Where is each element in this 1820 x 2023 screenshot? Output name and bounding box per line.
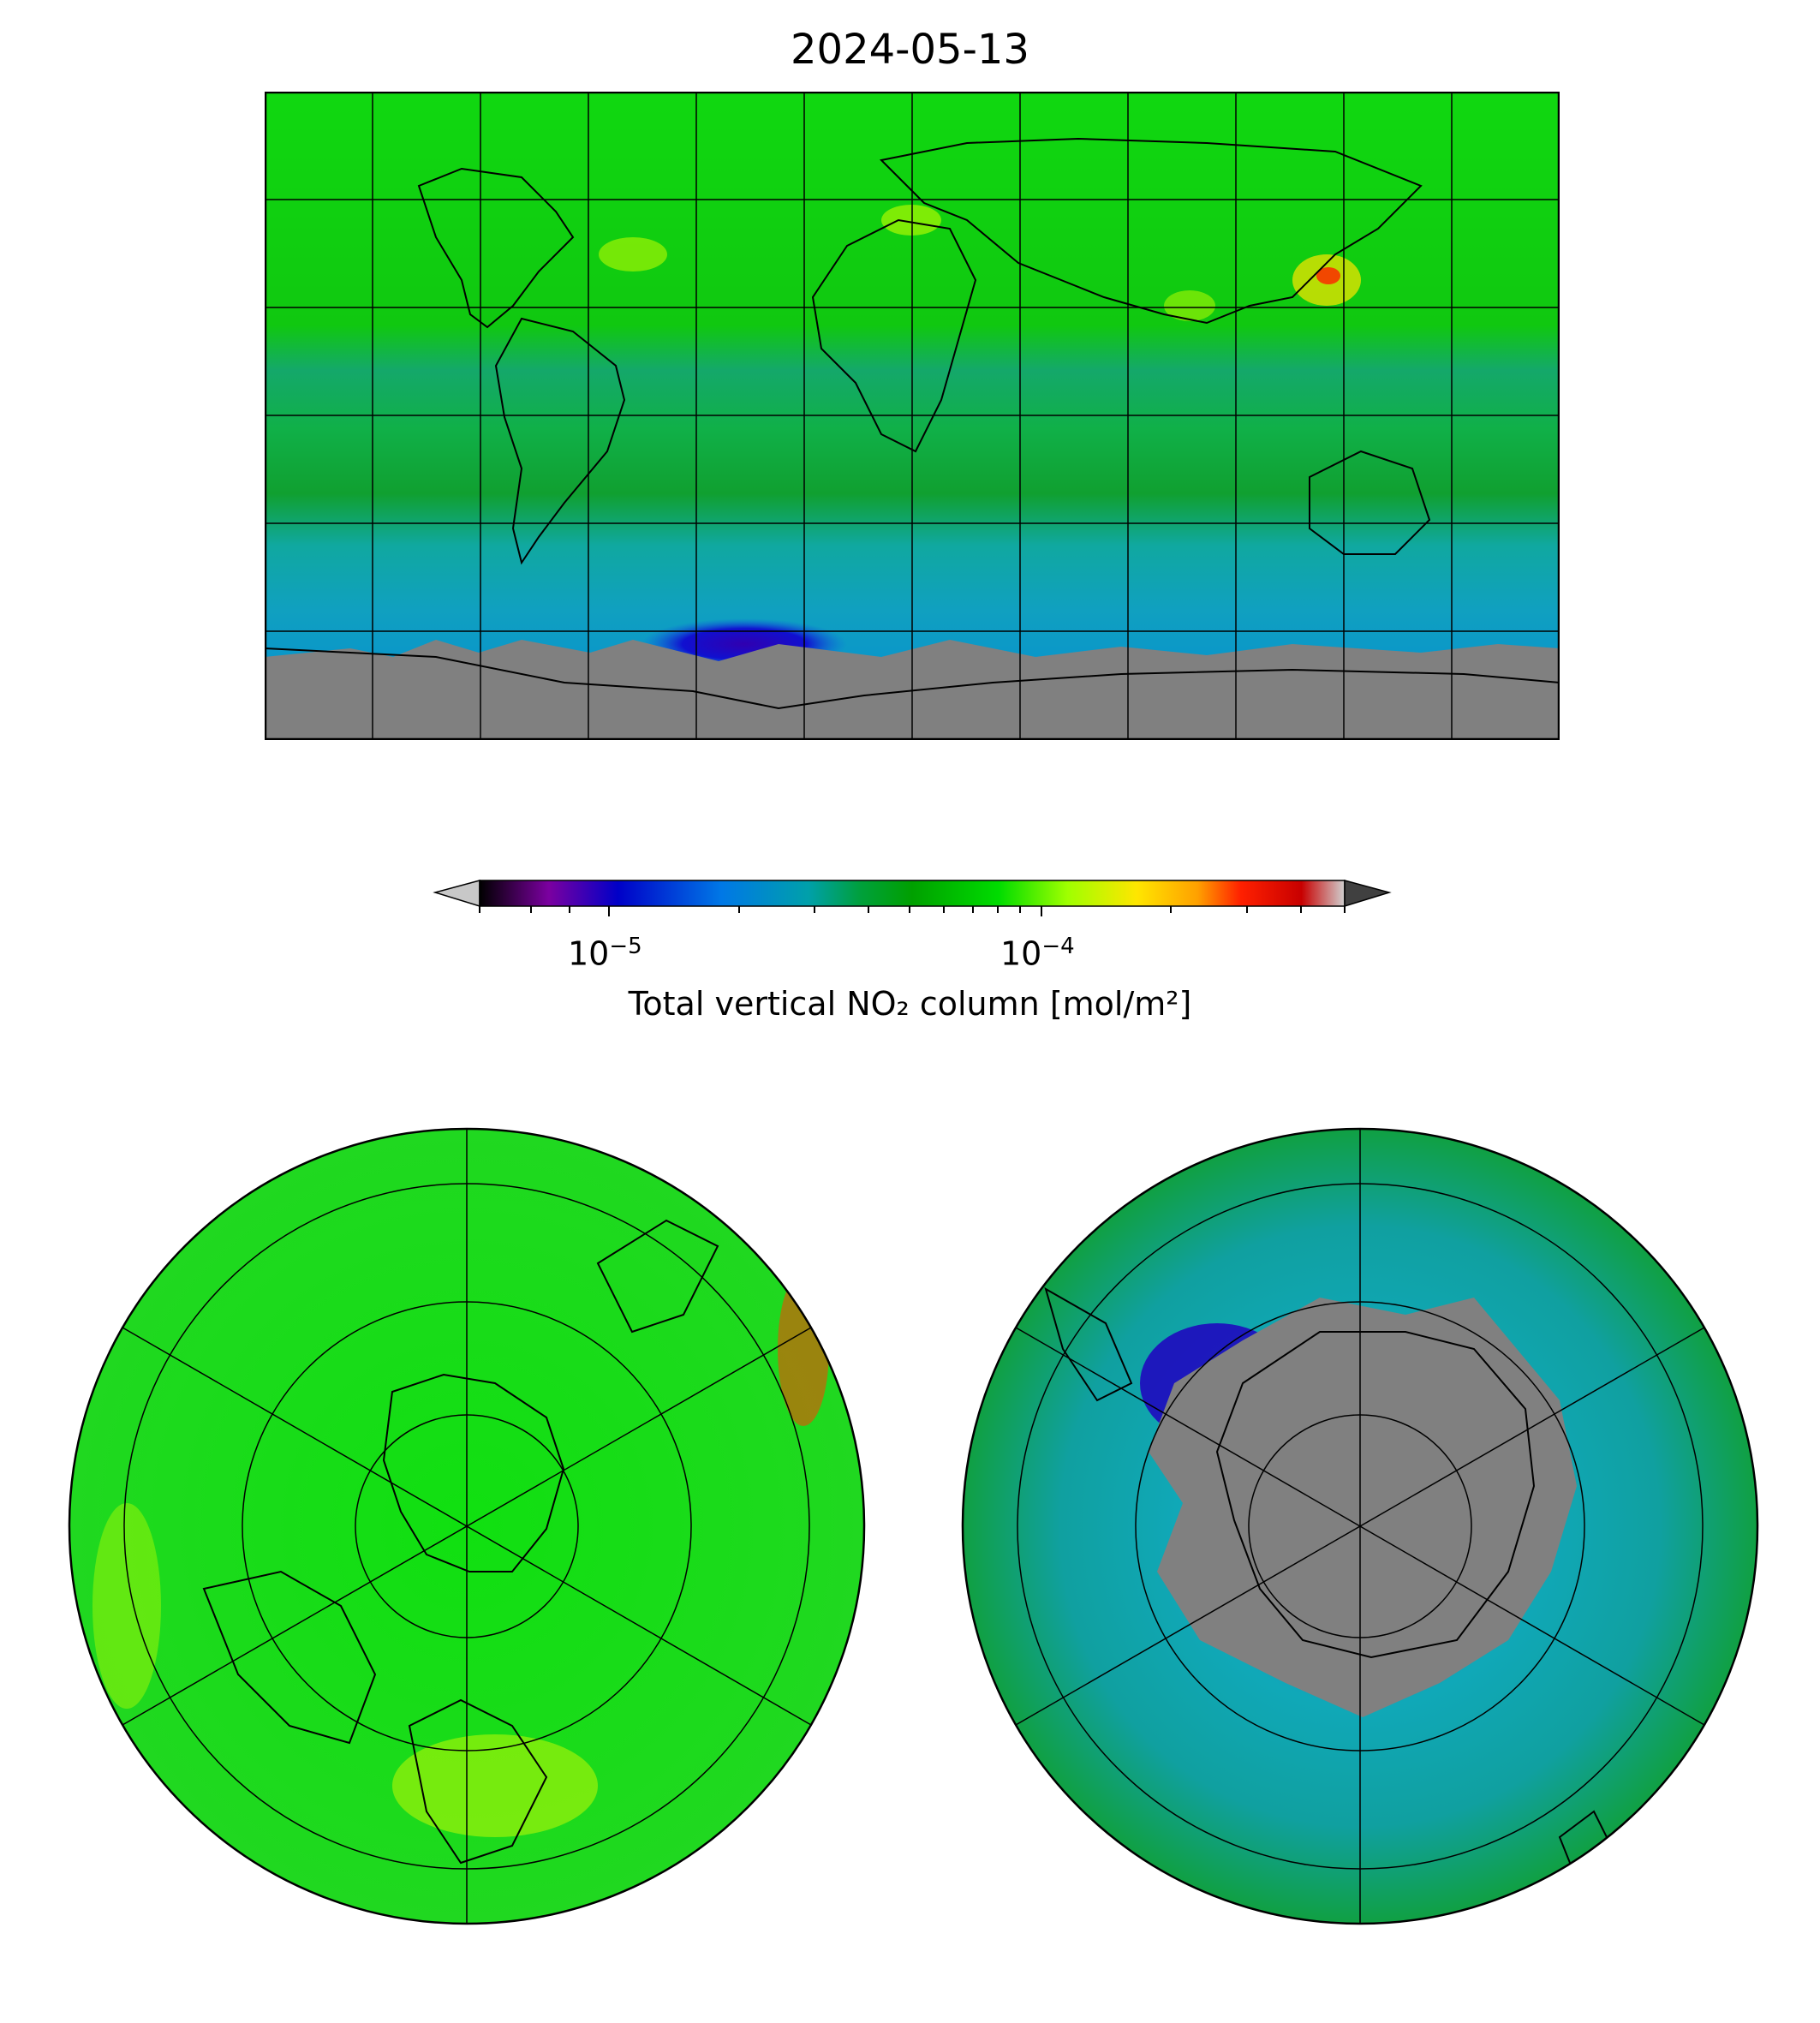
hotspot-north-america (599, 237, 667, 272)
north-gridlines (122, 1129, 812, 1924)
figure-title: 2024-05-13 (791, 26, 1029, 74)
colorbar-ticks (479, 906, 1346, 916)
colorbar-tick-label: 10−4 (1000, 934, 1075, 973)
global-map (265, 92, 1560, 740)
north-coastlines (202, 1219, 719, 1865)
hotspot-europe (392, 1734, 598, 1837)
colorbar-under-extension (433, 880, 480, 908)
gridlines (265, 92, 1560, 740)
colorbar (433, 880, 1392, 916)
north-polar-map (68, 1127, 866, 1925)
coastlines (265, 137, 1560, 710)
south-polar-map (961, 1127, 1759, 1925)
colorbar-over-extension (1344, 880, 1392, 908)
colorbar-tick-label: 10−5 (568, 934, 642, 973)
hotspot-india (1164, 290, 1215, 321)
colorbar-label: Total vertical NO₂ column [mol/m²] (628, 985, 1192, 1023)
hotspot-america (92, 1503, 161, 1709)
hotspot-east-asia-core (1316, 267, 1340, 284)
hotspot-europe (881, 205, 941, 236)
colorbar-gradient (479, 880, 1346, 907)
south-gridlines (1015, 1129, 1705, 1924)
no-data-region (1149, 1298, 1577, 1717)
